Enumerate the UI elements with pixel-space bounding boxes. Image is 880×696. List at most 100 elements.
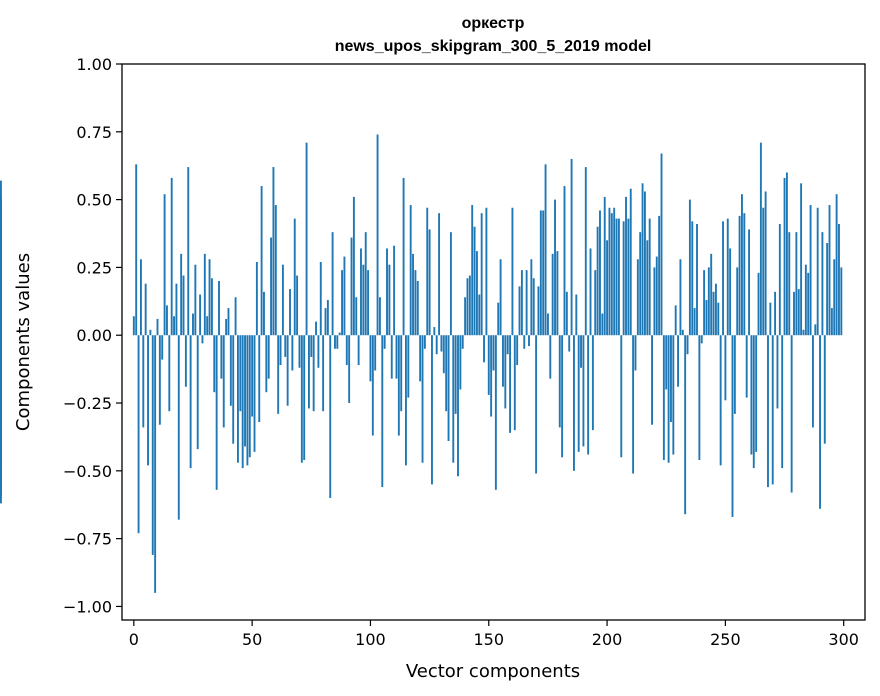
bar-159 xyxy=(509,335,512,433)
bar-276 xyxy=(785,172,788,336)
bar-229 xyxy=(674,305,677,336)
bar-221 xyxy=(655,256,658,336)
bar-18 xyxy=(175,283,178,336)
bar-197 xyxy=(599,210,601,336)
bar-263 xyxy=(755,335,758,452)
bar-228 xyxy=(672,335,675,455)
bar-185 xyxy=(570,158,573,336)
bar-262 xyxy=(752,335,755,469)
bar-268 xyxy=(767,335,769,488)
bar-76 xyxy=(312,335,315,412)
bar-20 xyxy=(180,253,183,336)
y-axis-ticks: −1.00 −0.75 −0.50 −0.25 0.00 0.25 0.50 0.75 1.00 xyxy=(63,55,122,616)
bar-252 xyxy=(729,248,732,336)
y-tick-label: −1.00 xyxy=(63,597,112,616)
bar-12 xyxy=(161,335,164,360)
bar-70 xyxy=(298,335,301,368)
bar-167 xyxy=(528,335,530,347)
bar-42 xyxy=(232,335,235,444)
bar-65 xyxy=(286,335,289,406)
bar-286 xyxy=(809,205,812,336)
bar-139 xyxy=(461,335,464,349)
bar-198 xyxy=(601,313,604,336)
bar-36 xyxy=(218,280,220,336)
bar-98 xyxy=(364,232,367,336)
bar-261 xyxy=(750,335,753,455)
bar-131 xyxy=(442,335,445,374)
bar-134 xyxy=(449,232,452,336)
plot-frame xyxy=(121,63,866,621)
bar-45 xyxy=(239,335,242,412)
bar-64 xyxy=(284,335,287,357)
bar-17 xyxy=(173,316,175,336)
bar-105 xyxy=(381,335,384,488)
bar-86 xyxy=(336,335,339,349)
bar-157 xyxy=(504,335,507,409)
bar-169 xyxy=(532,278,535,336)
bar-237 xyxy=(693,308,696,336)
bar-50 xyxy=(251,335,254,417)
bar-245 xyxy=(712,291,715,336)
bar-207 xyxy=(622,221,625,336)
bar-15 xyxy=(168,335,171,412)
bar-88 xyxy=(341,270,343,336)
y-tick-label: 0.00 xyxy=(76,326,112,345)
bar-267 xyxy=(764,191,767,336)
bar-150 xyxy=(487,335,490,395)
bar-260 xyxy=(748,229,750,336)
bar-176 xyxy=(549,335,552,379)
bar-11 xyxy=(158,335,161,425)
bar-287 xyxy=(812,335,814,428)
bar-216 xyxy=(643,191,646,336)
y-tick-label: 0.75 xyxy=(76,123,112,142)
bar-103 xyxy=(376,134,379,336)
bar-208 xyxy=(625,196,627,336)
bar-23 xyxy=(187,167,190,336)
bar-291 xyxy=(821,232,824,336)
bar-255 xyxy=(736,267,739,336)
bar-173 xyxy=(542,210,545,336)
bar-211 xyxy=(632,335,635,474)
x-tick-label: 300 xyxy=(828,630,859,649)
bar-99 xyxy=(367,270,370,336)
bar-265 xyxy=(759,142,762,336)
bar-205 xyxy=(617,218,620,336)
bar-277 xyxy=(788,232,791,336)
bar-144 xyxy=(473,226,476,336)
bar-77 xyxy=(315,321,317,336)
bar-234 xyxy=(686,335,689,355)
x-tick-label: 200 xyxy=(592,630,623,649)
bar-125 xyxy=(428,229,431,336)
bar-285 xyxy=(807,272,810,336)
bar-177 xyxy=(551,253,554,336)
bar-282 xyxy=(800,183,803,336)
bar-239 xyxy=(698,335,701,460)
bar-209 xyxy=(627,218,630,336)
bar-69 xyxy=(296,275,299,336)
x-axis-label: Vector components xyxy=(406,661,580,682)
bar-164 xyxy=(520,270,523,336)
bar-46 xyxy=(241,335,244,469)
bar-202 xyxy=(610,213,613,336)
bar-170 xyxy=(535,335,538,474)
bar-106 xyxy=(383,335,386,349)
bar-288 xyxy=(814,324,817,336)
bar-67 xyxy=(291,335,294,371)
bar-48 xyxy=(246,335,249,466)
bar-138 xyxy=(459,335,462,390)
bar-75 xyxy=(310,335,313,357)
bar-249 xyxy=(722,221,724,336)
bar-129 xyxy=(438,213,441,336)
bar-27 xyxy=(196,335,199,450)
bar-184 xyxy=(568,335,571,352)
bar-141 xyxy=(466,278,469,336)
bar-230 xyxy=(677,335,680,387)
bar-71 xyxy=(300,335,303,463)
bar-80 xyxy=(322,335,325,412)
bar-200 xyxy=(606,240,609,336)
y-tick-label: −0.25 xyxy=(63,394,112,413)
bar-257 xyxy=(741,194,743,336)
bar-undefined xyxy=(0,270,2,336)
bar-66 xyxy=(289,289,291,336)
